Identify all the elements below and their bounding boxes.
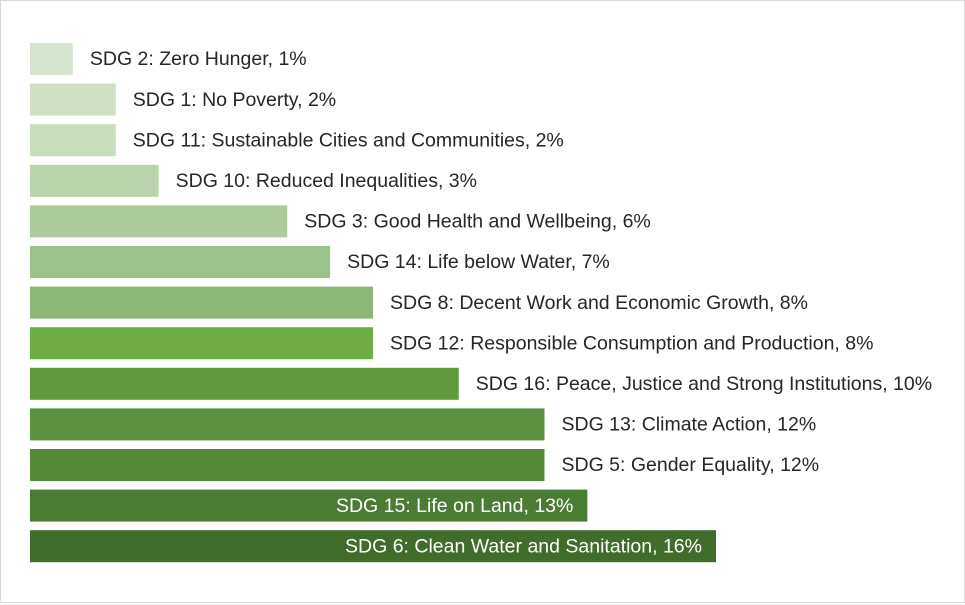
- bar-label-10: SDG 13: Climate Action, 12%: [562, 414, 817, 436]
- bar-label-5: SDG 3: Good Health and Wellbeing, 6%: [304, 211, 651, 233]
- bar-5: [30, 205, 288, 238]
- bar-label-2: SDG 1: No Poverty, 2%: [133, 89, 336, 111]
- bar-label-11: SDG 5: Gender Equality, 12%: [562, 454, 820, 476]
- bar-7: [30, 286, 373, 319]
- bar-label-13: SDG 6: Clean Water and Sanitation, 16%: [345, 535, 702, 557]
- bar-6: [30, 246, 331, 278]
- bar-3: [30, 124, 116, 157]
- bar-label-8: SDG 12: Responsible Consumption and Prod…: [390, 332, 873, 354]
- bar-label-6: SDG 14: Life below Water, 7%: [347, 251, 610, 273]
- bar-10: [30, 408, 545, 441]
- bar-9: [30, 367, 459, 400]
- bar-2: [30, 83, 116, 116]
- bar-12: [30, 489, 588, 522]
- bar-13: [30, 530, 716, 563]
- bar-1: [30, 43, 73, 75]
- bar-8: [30, 327, 373, 360]
- bar-11: [30, 449, 545, 481]
- bar-label-1: SDG 2: Zero Hunger, 1%: [90, 48, 307, 70]
- bar-label-7: SDG 8: Decent Work and Economic Growth, …: [390, 292, 808, 314]
- bar-label-9: SDG 16: Peace, Justice and Strong Instit…: [476, 373, 932, 395]
- bar-label-12: SDG 15: Life on Land, 13%: [336, 495, 573, 517]
- bar-label-3: SDG 11: Sustainable Cities and Communiti…: [133, 129, 564, 151]
- bar-4: [30, 164, 159, 197]
- bar-label-4: SDG 10: Reduced Inequalities, 3%: [176, 170, 477, 192]
